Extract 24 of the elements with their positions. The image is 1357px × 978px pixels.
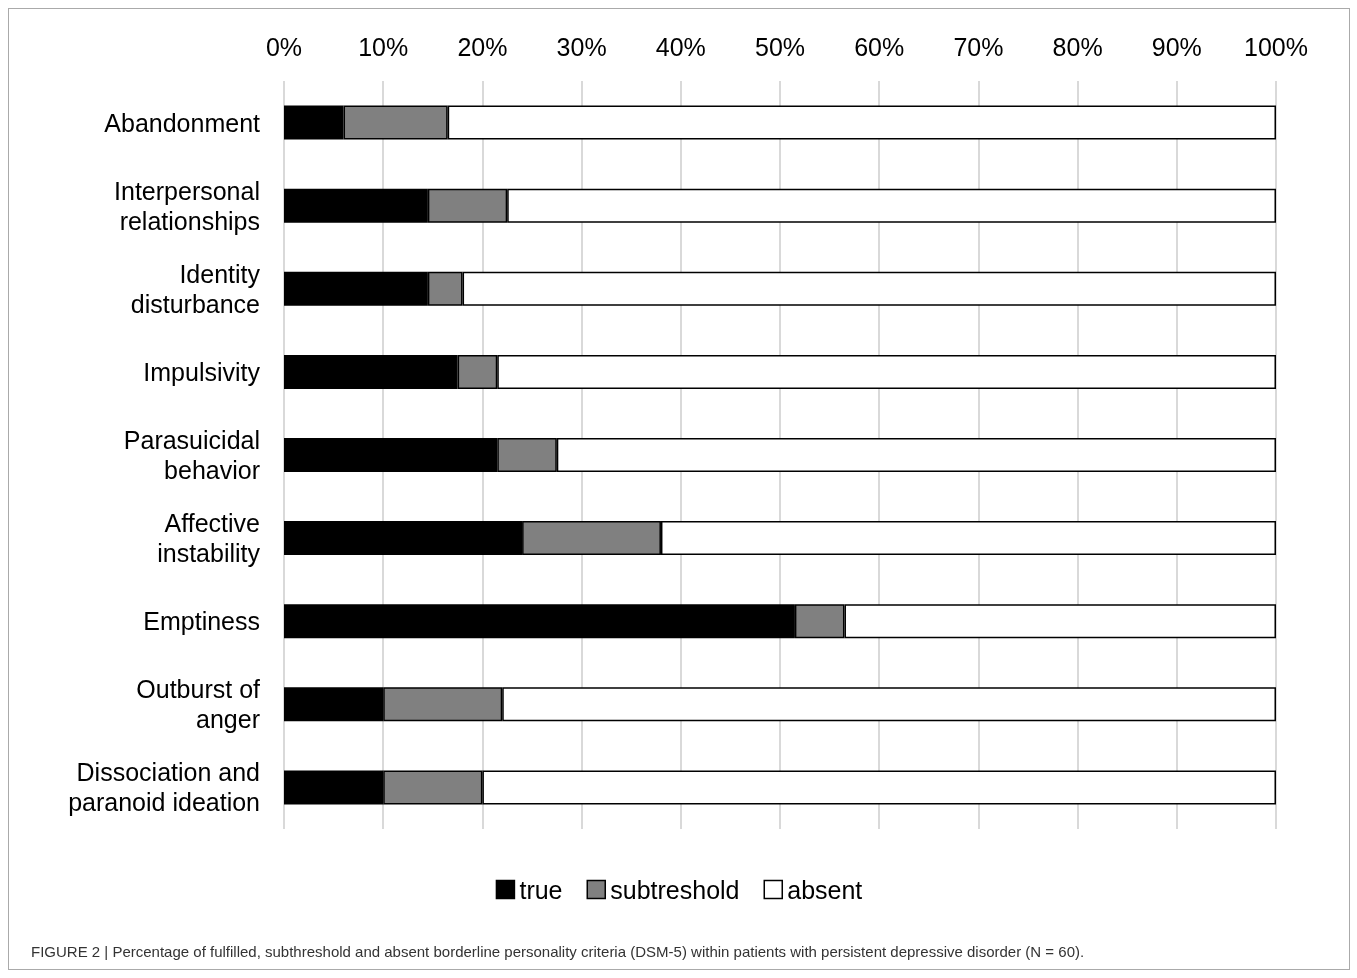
y-tick-label: Outburst of anger bbox=[136, 675, 261, 734]
x-tick-label: 30% bbox=[556, 32, 607, 61]
caption: FIGURE 2 | Percentage of fulfilled, subthreshold and absent borderline personality criteria (DSM-5) within patients with persistent depressive disorder (N = 60). bbox=[31, 943, 1085, 960]
x-tick-label: 70% bbox=[953, 32, 1004, 61]
y-tick-label: Impulsivity bbox=[143, 357, 261, 386]
y-tick-label: Identity disturbance bbox=[130, 259, 261, 318]
y-tick-label: Parasuicidal behavior bbox=[123, 426, 260, 484]
x-tick-label: 80% bbox=[1052, 32, 1103, 61]
x-tick-label: 90% bbox=[1151, 32, 1202, 61]
legend-label: subtreshold bbox=[610, 875, 740, 904]
y-tick-label: Affective instability bbox=[157, 509, 261, 568]
y-tick-label: Dissociation and paranoid ideation bbox=[68, 758, 260, 817]
x-tick-label: 10% bbox=[358, 32, 409, 61]
x-tick-label: 100% bbox=[1244, 32, 1308, 61]
x-tick-label: 40% bbox=[655, 32, 706, 61]
x-tick-label: 20% bbox=[457, 32, 508, 61]
y-tick-label: Interpersonal relationships bbox=[114, 176, 260, 235]
y-tick-label: Abandonment bbox=[104, 108, 261, 137]
x-tick-label: 50% bbox=[754, 32, 806, 61]
y-tick-label: Emptiness bbox=[143, 607, 260, 636]
legend-label: true bbox=[519, 875, 563, 904]
x-tick-label: 0% bbox=[265, 32, 303, 61]
x-tick-label: 60% bbox=[854, 32, 905, 61]
legend-label: absent bbox=[787, 875, 863, 904]
